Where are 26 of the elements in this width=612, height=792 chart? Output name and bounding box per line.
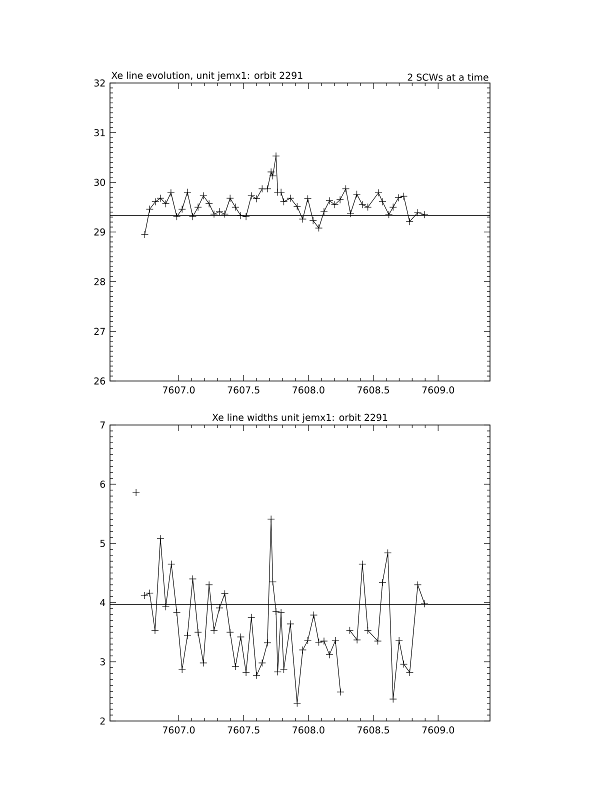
y-tick-label: 29 [94, 228, 105, 236]
y-tick-label: 6 [100, 480, 106, 488]
y-tick-label: 28 [94, 278, 105, 286]
chart-title: Xe line evolution, unit jemx1: orbit 2291 [111, 72, 302, 81]
y-tick-label: 32 [94, 79, 105, 87]
x-tick-label: 7607.0 [162, 386, 195, 394]
x-tick-label: 7607.0 [162, 726, 195, 734]
x-tick-label: 7609.0 [422, 726, 454, 734]
y-tick-label: 27 [94, 328, 105, 335]
chart-subtitle: 2 SCWs at a time [408, 73, 488, 81]
x-tick-label: 7607.5 [228, 726, 260, 734]
y-tick-label: 2 [100, 717, 105, 725]
x-tick-label: 7607.5 [228, 386, 260, 394]
y-tick-label: 5 [100, 540, 105, 547]
x-tick-label: 7608.0 [292, 726, 324, 734]
y-tick-label: 7 [100, 422, 105, 428]
y-tick-label: 26 [94, 377, 106, 385]
chart-title: Xe line widths unit jemx1: orbit 2291 [212, 414, 388, 423]
y-tick-label: 3 [100, 658, 105, 666]
y-tick-label: 31 [94, 129, 105, 136]
x-tick-label: 7608.5 [358, 386, 390, 394]
y-tick-label: 4 [100, 599, 106, 606]
x-tick-label: 7608.5 [358, 726, 390, 734]
x-tick-label: 7608.0 [292, 386, 324, 394]
y-tick-label: 30 [94, 178, 106, 186]
x-tick-label: 7609.0 [422, 386, 454, 394]
